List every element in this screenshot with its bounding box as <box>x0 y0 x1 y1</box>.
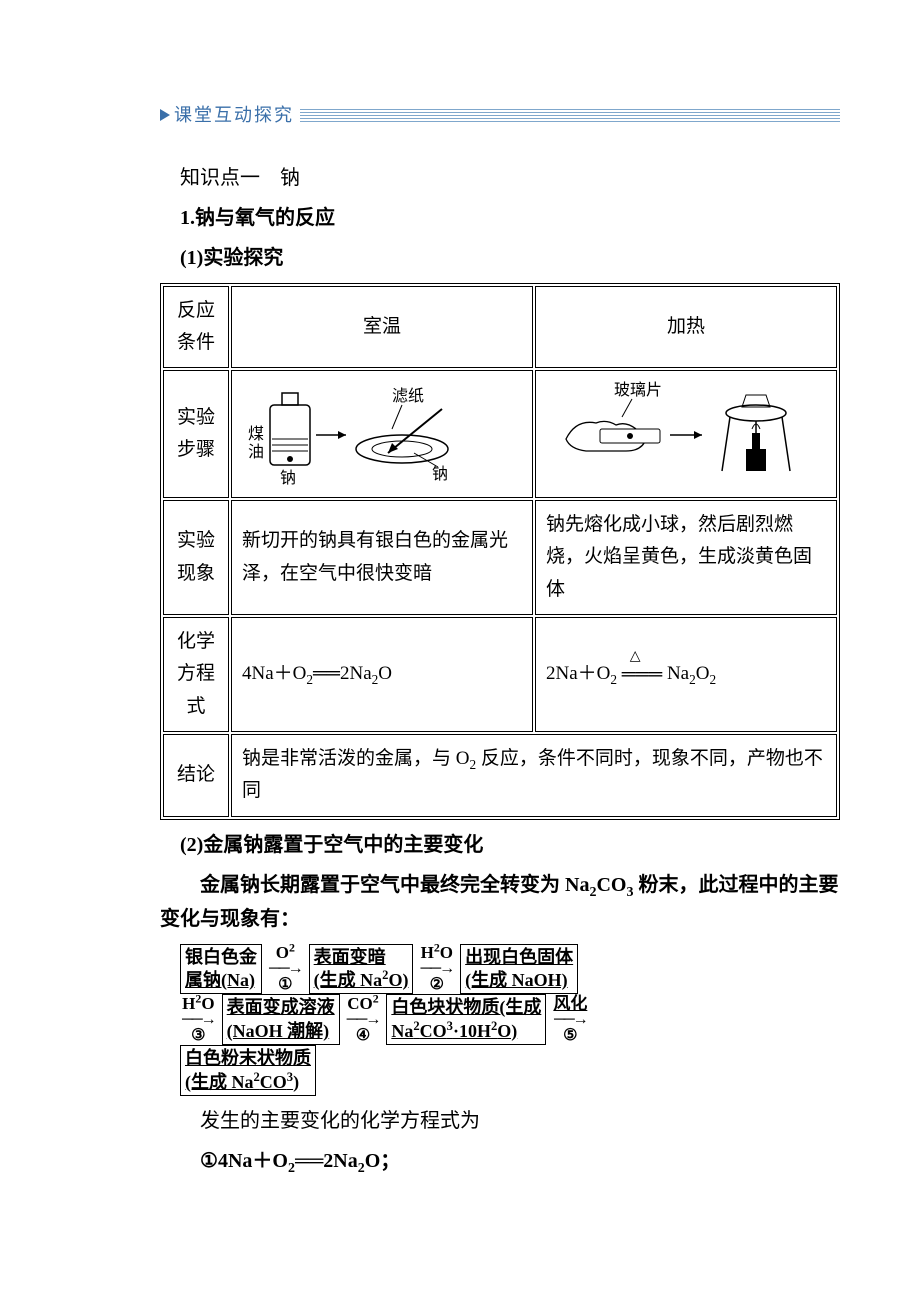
cell-phenomenon-1: 新切开的钠具有银白色的金属光泽，在空气中很快变暗 <box>231 500 533 615</box>
cell-equation-1: 4Na＋O2══2Na2O <box>231 617 533 732</box>
label-sodium: 钠 <box>432 465 448 483</box>
header-stripe <box>300 108 840 122</box>
row-label: 实验现象 <box>163 500 229 615</box>
sub1-text: 实验探究 <box>203 247 283 269</box>
flow-box-hydrate: 白色块状物质(生成 Na2CO3·10H2O) <box>386 994 546 1045</box>
row-label: 反应条件 <box>163 286 229 369</box>
experiment-diagram-1: 煤 油 钠 滤纸 钠 <box>242 379 522 489</box>
cell-equation-2: 2Na＋O2 △ ═══ Na2O2 <box>535 617 837 732</box>
label-kerosene: 煤 <box>248 425 264 443</box>
table-row: 结论 钠是非常活泼的金属，与 O2 反应，条件不同时，现象不同，产物也不同 <box>163 734 837 817</box>
label-sodium-bottle: 钠 <box>280 469 296 487</box>
cell-heating: 加热 <box>535 286 837 369</box>
table-row: 化学方程式 4Na＋O2══2Na2O 2Na＋O2 △ ═══ Na2O2 <box>163 617 837 732</box>
kp-label: 知识点一 <box>180 167 260 189</box>
flow-box-powder: 白色粉末状物质 (生成 Na2CO3) <box>180 1045 316 1096</box>
row-label: 结论 <box>163 734 229 817</box>
row-label: 化学方程式 <box>163 617 229 732</box>
svg-text:油: 油 <box>248 443 264 461</box>
flow-arrow-2: H2O ──→ ② <box>420 944 453 993</box>
label-filter-paper: 滤纸 <box>392 387 424 405</box>
heading-1-text: 钠与氧气的反应 <box>195 207 335 229</box>
sub1-num: (1) <box>180 247 203 269</box>
table-row: 实验现象 新切开的钠具有银白色的金属光泽，在空气中很快变暗 钠先熔化成小球，然后… <box>163 500 837 615</box>
tail-equation-1: ①4Na＋O2══2Na2O； <box>200 1144 840 1178</box>
table-row: 实验步骤 煤 油 钠 滤纸 <box>163 370 837 498</box>
row-label: 实验步骤 <box>163 370 229 498</box>
cell-room-temp: 室温 <box>231 286 533 369</box>
section-header-label: 课堂互动探究 <box>160 100 294 131</box>
section-header-text: 课堂互动探究 <box>174 100 294 131</box>
flow-box-na: 银白色金 属钠(Na) <box>180 944 262 995</box>
flow-arrow-4: CO2 ──→ ④ <box>347 995 380 1044</box>
cell-conclusion: 钠是非常活泼的金属，与 O2 反应，条件不同时，现象不同，产物也不同 <box>231 734 837 817</box>
experiment-diagram-2: 玻璃片 <box>546 379 826 489</box>
heading-1: 1.钠与氧气的反应 <box>180 201 840 235</box>
label-glass: 玻璃片 <box>614 381 662 399</box>
cell-diagram-1: 煤 油 钠 滤纸 钠 <box>231 370 533 498</box>
sub-1: (1)实验探究 <box>180 241 840 275</box>
flow-box-solution: 表面变成溶液 (NaOH 潮解) <box>222 994 340 1045</box>
flow-chain: 银白色金 属钠(Na) O2 ──→ ① 表面变暗 (生成 Na2O) H2O … <box>180 944 840 1096</box>
flow-arrow-1: O2 ──→ ① <box>269 944 302 993</box>
knowledge-point-line: 知识点一 钠 <box>180 161 840 195</box>
experiment-table: 反应条件 室温 加热 实验步骤 煤 油 钠 滤纸 <box>160 283 840 820</box>
tail-line-1: 发生的主要变化的化学方程式为 <box>200 1104 840 1138</box>
sub2-text: 金属钠露置于空气中的主要变化 <box>203 834 483 856</box>
sub-2: (2)金属钠露置于空气中的主要变化 <box>180 828 840 862</box>
cell-diagram-2: 玻璃片 <box>535 370 837 498</box>
flow-arrow-5: 风化 ──→ ⑤ <box>553 995 587 1044</box>
flow-arrow-3: H2O ──→ ③ <box>182 995 215 1044</box>
heat-triangle-icon: △ <box>630 645 641 669</box>
arrow-icon <box>160 109 170 121</box>
cell-phenomenon-2: 钠先熔化成小球，然后剧烈燃烧，火焰呈黄色，生成淡黄色固体 <box>535 500 837 615</box>
para-after-sub2: 金属钠长期露置于空气中最终完全转变为 Na2CO3 粉末，此过程中的主要变化与现… <box>160 868 840 936</box>
section-header: 课堂互动探究 <box>160 100 840 131</box>
table-row: 反应条件 室温 加热 <box>163 286 837 369</box>
sub2-num: (2) <box>180 834 203 856</box>
kp-title: 钠 <box>280 167 300 189</box>
heading-1-num: 1. <box>180 207 195 229</box>
flow-box-naoh: 出现白色固体 (生成 NaOH) <box>460 944 578 995</box>
flow-box-na2o: 表面变暗 (生成 Na2O) <box>309 944 414 995</box>
